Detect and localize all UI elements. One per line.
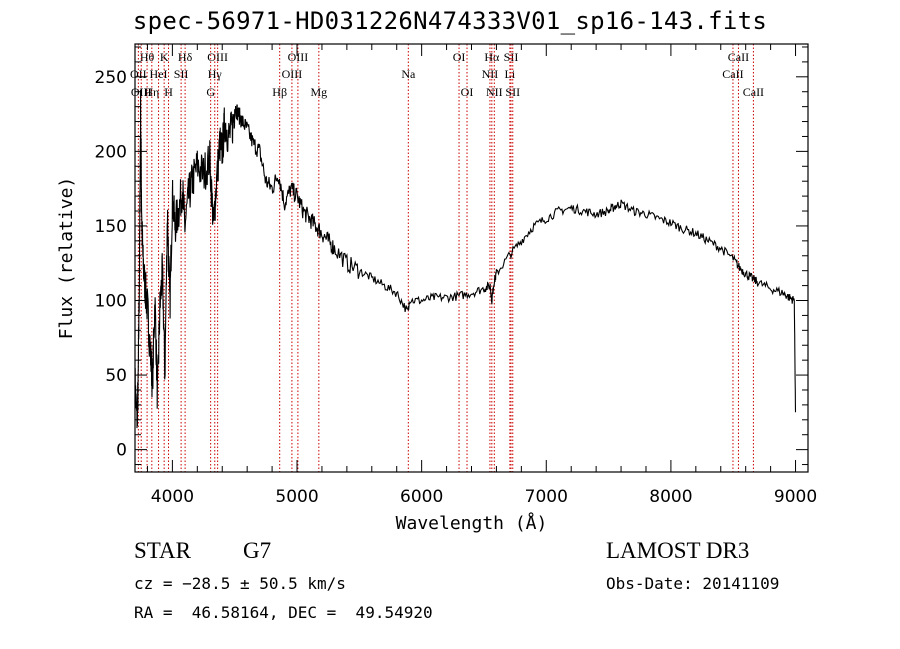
x-tick-label-1: 5000 [275, 487, 318, 507]
line-label-15: Mg [310, 85, 327, 99]
line-label-10: Hγ [208, 67, 223, 81]
line-label-25: CaII [728, 50, 749, 64]
line-label-13: OIII [288, 50, 309, 64]
x-tick-label-0: 4000 [151, 487, 194, 507]
line-label-11: G [206, 85, 215, 99]
line-label-19: Hα [484, 50, 500, 64]
line-label-4: K [160, 50, 169, 64]
line-label-20: NII [482, 67, 499, 81]
line-label-0: Hθ [140, 50, 155, 64]
object-class: STAR [134, 538, 191, 563]
line-label-5: HeI [150, 67, 168, 81]
x-tick-label-2: 6000 [400, 487, 443, 507]
line-label-26: CaII [722, 67, 743, 81]
obs-date-line: Obs-Date: 20141109 [606, 574, 780, 593]
survey-label: LAMOST DR3 [606, 538, 750, 563]
line-label-23: Li [505, 67, 516, 81]
chart-title: spec-56971-HD031226N474333V01_sp16-143.f… [132, 7, 768, 35]
x-tick-label-5: 9000 [774, 487, 817, 507]
spectrum-series-line [134, 89, 797, 429]
y-tick-label-4: 200 [95, 142, 127, 162]
line-label-8: Hδ [178, 50, 193, 64]
line-label-24: SII [505, 85, 520, 99]
line-label-18: OI [461, 85, 474, 99]
line-label-17: OI [453, 50, 466, 64]
line-label-16: Na [401, 67, 416, 81]
x-axis-label: Wavelength (Å) [396, 512, 548, 534]
x-tick-label-4: 8000 [649, 487, 692, 507]
y-tick-label-5: 250 [95, 68, 127, 88]
coords-line: RA = 46.58164, DEC = 49.54920 [134, 603, 433, 622]
y-tick-label-0: 0 [116, 441, 127, 461]
x-tick-label-3: 7000 [525, 487, 568, 507]
line-label-27: CaII [743, 85, 764, 99]
y-tick-label-3: 150 [95, 217, 127, 237]
line-label-6: H [164, 85, 173, 99]
line-label-22: SII [504, 50, 519, 64]
y-tick-label-2: 100 [95, 292, 127, 312]
y-axis-label: Flux (relative) [56, 177, 77, 340]
line-label-7: SII [174, 67, 189, 81]
line-label-3: Hη [144, 85, 159, 99]
redshift-line: cz = −28.5 ± 50.5 km/s [134, 574, 346, 593]
line-label-2: OIII [131, 85, 152, 99]
object-subclass: G7 [243, 538, 272, 563]
line-label-1: OII [130, 67, 147, 81]
line-label-9: OIII [207, 50, 228, 64]
line-label-12: Hβ [272, 85, 287, 99]
y-tick-label-1: 50 [105, 366, 127, 386]
line-label-21: NII [486, 85, 503, 99]
line-label-14: OIII [282, 67, 303, 81]
